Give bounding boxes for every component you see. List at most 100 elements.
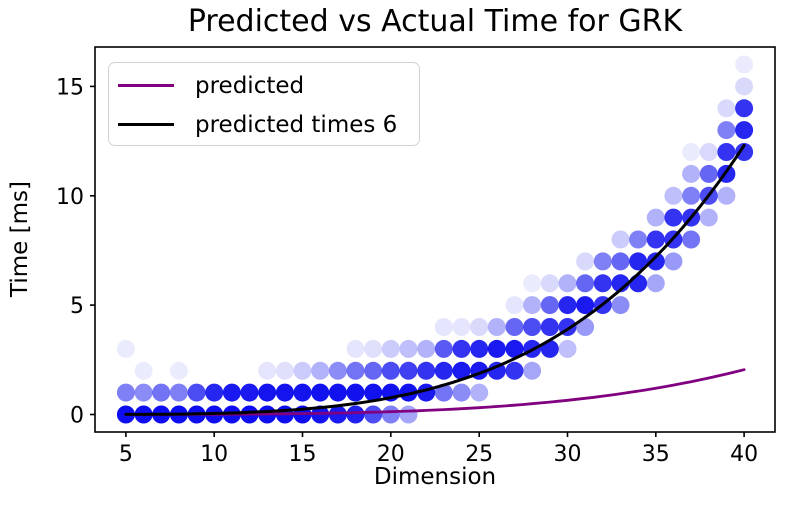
scatter-point (682, 186, 701, 205)
scatter-point (629, 252, 648, 271)
scatter-point (699, 164, 718, 183)
scatter-point (346, 405, 365, 424)
scatter-point (735, 77, 754, 96)
scatter-point (664, 186, 683, 205)
legend-entry-predicted: predicted (109, 66, 419, 105)
scatter-point (735, 143, 754, 161)
scatter-point (487, 339, 506, 358)
scatter-point (540, 296, 559, 315)
y-tick-label: 5 (70, 294, 84, 319)
scatter-point (311, 383, 330, 402)
scatter-point (134, 383, 153, 402)
scatter-point (187, 383, 206, 402)
legend-label-predicted-times-6: predicted times 6 (195, 111, 398, 138)
x-tick-label: 10 (200, 442, 228, 467)
scatter-point (717, 143, 736, 161)
scatter-point (593, 274, 612, 293)
legend-entry-predicted-times-6: predicted times 6 (109, 105, 419, 144)
scatter-point (116, 339, 135, 358)
scatter-point (523, 296, 542, 315)
scatter-point (328, 361, 347, 380)
scatter-point (399, 361, 418, 380)
x-tick-label: 5 (119, 442, 133, 467)
scatter-point (240, 383, 259, 402)
y-tick-label: 10 (56, 185, 84, 210)
scatter-point (505, 361, 524, 380)
scatter-point (470, 339, 489, 358)
x-tick-label: 30 (554, 442, 582, 467)
scatter-point (328, 405, 347, 424)
scatter-point (523, 318, 542, 336)
scatter-point (434, 383, 453, 402)
scatter-point (434, 361, 453, 380)
scatter-point (735, 99, 754, 118)
scatter-point (558, 274, 577, 293)
scatter-point (169, 383, 188, 402)
scatter-point (346, 361, 365, 380)
predicted-line-sample (118, 84, 174, 87)
x-tick-label: 25 (465, 442, 493, 467)
scatter-point (452, 318, 471, 336)
scatter-point (646, 252, 665, 271)
scatter-point (558, 296, 577, 315)
chart-title: Predicted vs Actual Time for GRK (187, 4, 683, 39)
scatter-point (311, 361, 330, 380)
scatter-point (611, 296, 630, 315)
scatter-point (523, 274, 542, 293)
scatter-point (275, 383, 294, 402)
scatter-point (505, 339, 524, 358)
scatter-point (717, 186, 736, 205)
scatter-point (134, 361, 153, 380)
scatter-point (664, 208, 683, 227)
scatter-point (540, 274, 559, 293)
predicted-times-6-line-sample (118, 123, 174, 126)
scatter-point (646, 208, 665, 227)
y-tick-label: 0 (70, 404, 84, 429)
scatter-point (576, 252, 595, 271)
scatter-point (452, 339, 471, 358)
x-axis-label: Dimension (373, 464, 497, 490)
x-tick-label: 40 (730, 442, 758, 467)
scatter-point (452, 383, 471, 402)
scatter-point (364, 405, 383, 424)
scatter-point (381, 405, 400, 424)
scatter-point (399, 339, 418, 358)
scatter-point (222, 383, 241, 402)
scatter-point (505, 296, 524, 315)
scatter-point (717, 99, 736, 118)
scatter-point (487, 361, 506, 380)
scatter-point (576, 296, 595, 315)
scatter-point (364, 339, 383, 358)
scatter-point (169, 361, 188, 380)
scatter-point (258, 383, 277, 402)
scatter-point (205, 383, 224, 402)
scatter-point (646, 274, 665, 293)
scatter-point (699, 143, 718, 161)
scatter-point (735, 55, 754, 74)
scatter-point (629, 274, 648, 293)
scatter-point (629, 230, 648, 249)
curve-predicted-times-6 (124, 143, 746, 416)
scatter-point (258, 361, 277, 380)
legend: predicted predicted times 6 (108, 62, 420, 146)
scatter-point (682, 164, 701, 183)
scatter-point (417, 339, 436, 358)
scatter-point (434, 339, 453, 358)
scatter-point (735, 121, 754, 140)
scatter-point (399, 405, 418, 424)
legend-label-predicted: predicted (195, 72, 305, 99)
scatter-point (505, 318, 524, 336)
scatter-point (664, 252, 683, 271)
scatter-point (487, 318, 506, 336)
scatter-point (364, 383, 383, 402)
scatter-point (116, 383, 135, 402)
axes-frame (94, 46, 776, 433)
scatter-point (381, 361, 400, 380)
scatter-point (717, 121, 736, 140)
x-tick-label: 20 (377, 442, 405, 467)
scatter-point (381, 339, 400, 358)
scatter-point (364, 361, 383, 380)
scatter-point (152, 383, 171, 402)
scatter-point (682, 143, 701, 161)
